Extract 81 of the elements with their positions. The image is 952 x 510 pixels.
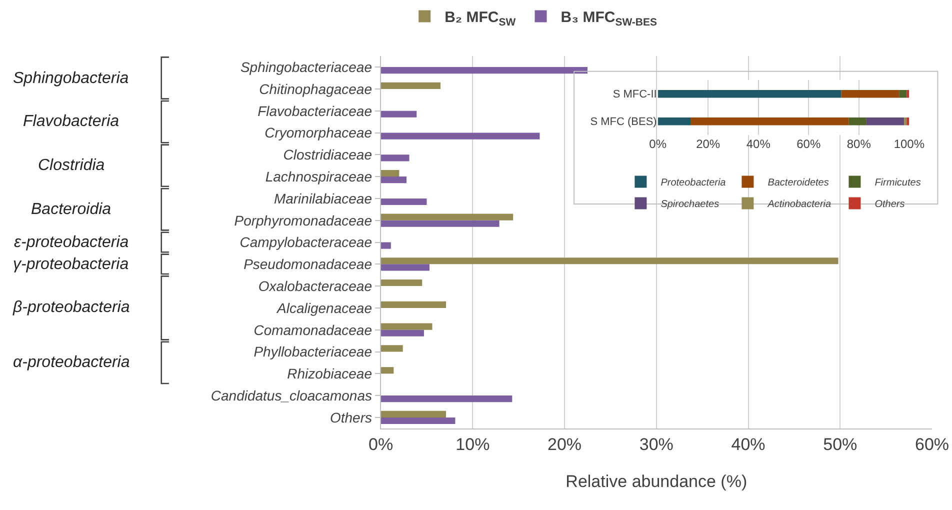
bar [380,170,400,177]
bar [380,110,417,118]
x-tick-label: 20% [548,434,582,454]
legend-label: Others [874,199,905,210]
legend-label: B₂ MFC$_{SW}$ [444,9,516,28]
y-tick-label: Flavobacteriaceae [258,102,372,119]
bar [380,198,427,206]
x-tick-label: 80% [846,137,872,152]
y-tick-label: Cryomorphaceae [264,124,372,141]
y-tick-label: Campylobacteraceae [240,234,372,250]
y-tick-label: Candidatus_cloacamonas [210,387,372,404]
bar [380,132,540,140]
legend-label: Actinobacteria [766,199,832,210]
y-tick-label: Lachnospiraceae [265,168,372,184]
y-tick-label: S MFC (BES) [590,116,657,128]
bar [906,90,910,98]
bar [380,410,446,418]
x-tick-label: 20% [696,137,720,152]
bar [658,118,690,126]
x-tick-label: 60% [796,137,821,152]
bar [380,264,430,271]
bar [380,279,422,286]
bar [380,258,838,264]
x-tick-label: 40% [746,137,771,152]
y-tick-label: Comamonadaceae [254,322,372,338]
y-tick-label: Others [330,409,372,426]
x-tick-label: 100% [894,137,925,152]
bar [380,242,391,249]
bar [906,118,910,126]
text: ε-proteobacteria [14,234,129,251]
bar [866,118,904,126]
bar [380,154,410,162]
x-tick-label: 0% [368,434,394,454]
bar [380,345,403,352]
bar [380,323,432,330]
legend-label: Bacteroidetes [768,178,829,189]
y-tick-label: Marinilabiaceae [274,190,372,206]
x-axis-title: Relative abundance (%) [566,472,748,492]
y-tick-label: Porphyromonadaceae [234,212,372,228]
bar [848,118,866,126]
y-tick-label: S MFC-II [612,88,657,101]
text: β-proteobacteria [12,299,130,316]
x-tick-label: 30% [639,434,674,454]
bar [380,82,441,89]
text: Flavobacteria [23,113,120,130]
bar [380,367,394,374]
bar [380,301,446,308]
y-tick-label: Rhizobiaceae [287,366,372,382]
bar [904,118,907,126]
x-tick-label: 40% [731,434,766,454]
bar [380,330,424,336]
legend-label: Spirochaetes [660,199,720,210]
x-tick-label: 50% [823,434,858,454]
bar [380,176,407,184]
y-tick-label: Clostridiaceae [283,146,372,163]
y-tick-label: Oxalobacteraceae [258,278,372,294]
y-tick-label: Pseudomonadaceae [244,256,372,272]
text: Bacteroidia [31,201,112,218]
text: Sphingobacteria [13,70,129,87]
bar [690,118,849,126]
bar [899,90,907,98]
text: γ-proteobacteria [13,256,129,273]
text: Clostridia [38,157,105,174]
x-tick-label: 10% [456,434,490,454]
bar [658,90,842,98]
bar [380,417,456,424]
bar [841,90,900,98]
legend-label: Firmicutes [874,178,921,189]
bar [380,214,514,220]
bar [380,220,500,227]
text: α-proteobacteria [13,354,130,371]
y-tick-label: Alcaligenaceae [276,300,372,316]
bar [380,396,512,402]
bar [380,67,588,74]
y-tick-label: Sphingobacteriaceae [240,58,372,75]
x-tick-label: 0% [649,137,667,152]
y-tick-label: Chitinophagaceae [259,80,372,97]
x-tick-label: 60% [914,434,950,454]
legend-label: Proteobacteria [660,178,726,189]
y-tick-label: Phyllobacteriaceae [254,344,372,360]
legend-label: B₃ MFC$_{SW-BES}$ [560,9,657,28]
